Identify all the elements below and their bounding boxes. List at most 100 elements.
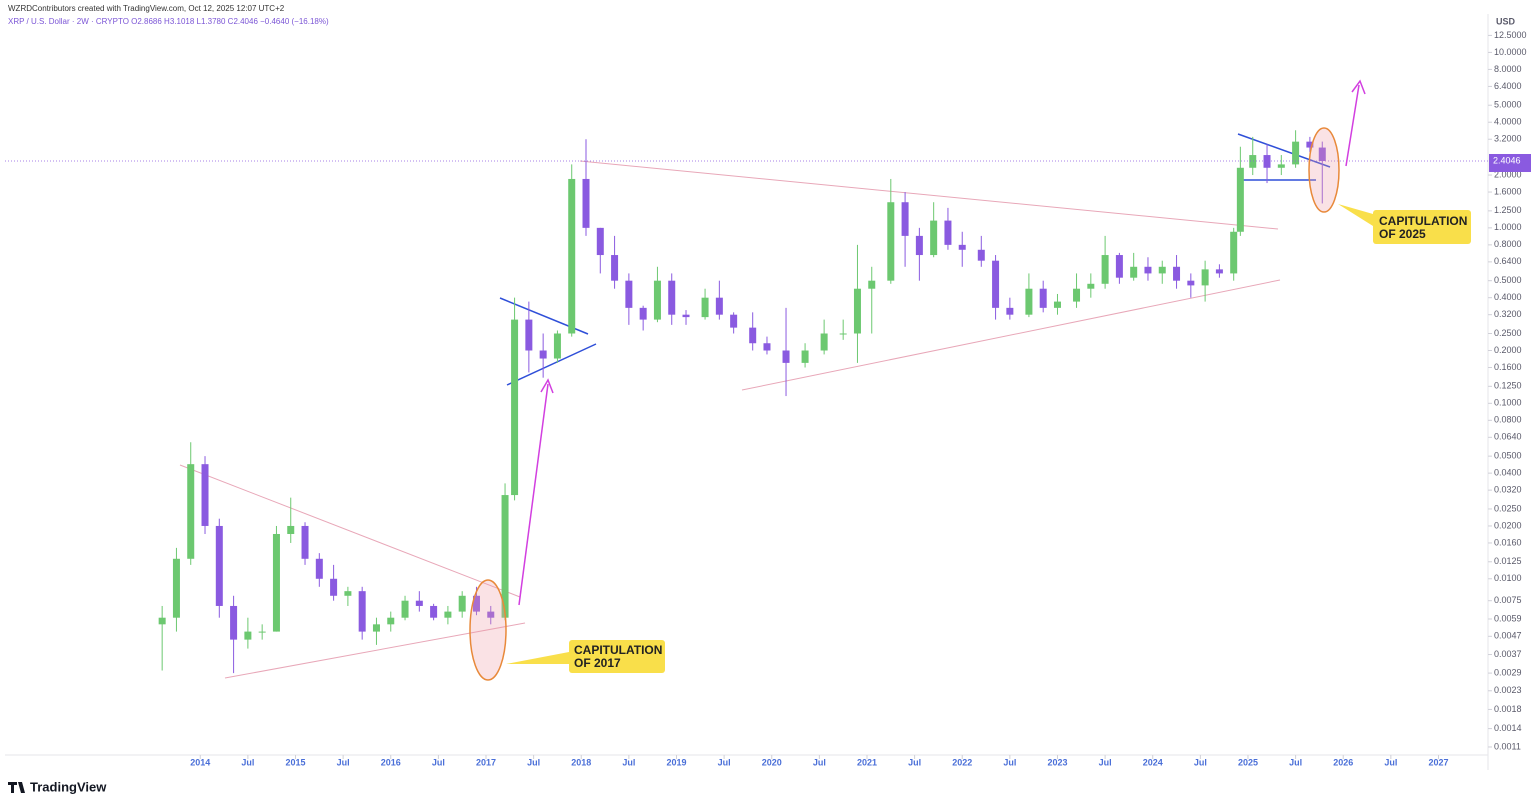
last-price-tag: [1489, 154, 1531, 173]
y-tick-label: 0.0320: [1494, 485, 1522, 495]
y-tick-label: 0.1250: [1494, 381, 1522, 391]
candle-body: [1292, 141, 1300, 165]
x-tick-label: Jul: [1289, 757, 1302, 767]
candle-body: [801, 350, 809, 363]
candle-body: [839, 333, 847, 335]
candle-body: [387, 617, 395, 625]
candle-body: [596, 227, 604, 256]
y-tick-label: 0.1600: [1494, 362, 1522, 372]
candle-body: [901, 202, 909, 236]
candle-body: [525, 319, 533, 351]
x-tick-label: 2016: [381, 757, 401, 767]
candle-body: [1006, 307, 1014, 315]
x-tick-label: Jul: [718, 757, 731, 767]
y-tick-label: 0.0059: [1494, 613, 1522, 623]
triangle-line: [1237, 133, 1331, 168]
candle-body: [668, 280, 676, 315]
candle-body: [930, 220, 938, 256]
candle-body: [415, 600, 423, 606]
candle-body: [958, 244, 966, 250]
candle-body: [682, 314, 690, 318]
y-tick-label: 0.0400: [1494, 468, 1522, 478]
arrow-head: [540, 378, 554, 394]
x-tick-label: 2019: [666, 757, 686, 767]
candle-body: [1158, 266, 1166, 274]
candle-body: [1115, 255, 1123, 278]
candle-body: [763, 343, 771, 351]
candle-body: [1101, 255, 1109, 284]
y-tick-label: 0.0100: [1494, 573, 1522, 583]
y-tick-label: 1.0000: [1494, 222, 1522, 232]
y-tick-label: 0.0250: [1494, 503, 1522, 513]
y-tick-label: 0.0800: [1494, 415, 1522, 425]
candle-body: [639, 307, 647, 320]
candle-body: [977, 249, 985, 261]
candle-body: [887, 202, 895, 281]
candle-body: [868, 280, 876, 289]
x-tick-label: Jul: [432, 757, 445, 767]
candle-body: [315, 558, 323, 579]
x-tick-label: Jul: [1099, 757, 1112, 767]
candle-body: [258, 631, 266, 633]
trend-line: [741, 279, 1281, 391]
callout-pointer: [1338, 204, 1373, 226]
candle-body: [1263, 155, 1271, 168]
x-tick-label: Jul: [1003, 757, 1016, 767]
callout-text: OF 2025: [1379, 227, 1426, 241]
candle-body: [444, 611, 452, 618]
x-tick-label: 2023: [1047, 757, 1067, 767]
candle-body: [1201, 269, 1209, 286]
annotations: CAPITULATION OF 2017 CAPITULATION OF 202…: [469, 79, 1471, 681]
candle-body: [287, 525, 295, 534]
y-tick-label: 10.0000: [1494, 47, 1527, 57]
x-tick-label: Jul: [1384, 757, 1397, 767]
y-tick-label: 0.2000: [1494, 345, 1522, 355]
y-tick-label: 0.2500: [1494, 328, 1522, 338]
y-tick-label: 0.0037: [1494, 649, 1522, 659]
candle-body: [944, 220, 952, 245]
candle-body: [820, 333, 828, 351]
candle-body: [653, 280, 661, 320]
axis-unit: USD: [1496, 16, 1516, 26]
y-tick-label: 4.0000: [1494, 117, 1522, 127]
candle-body: [511, 319, 519, 496]
trend-line: [579, 160, 1279, 230]
y-tick-label: 5.0000: [1494, 100, 1522, 110]
candle-body: [992, 260, 1000, 308]
candle-body: [730, 314, 738, 328]
candle-body: [358, 591, 366, 632]
candle-body: [272, 533, 280, 632]
candle-body: [915, 235, 923, 256]
candle-body: [625, 280, 633, 308]
arrow: [518, 383, 549, 606]
header-title: WZRDContributors created with TradingVie…: [8, 4, 285, 13]
y-tick-label: 0.0500: [1494, 451, 1522, 461]
candle-body: [1230, 231, 1238, 274]
candle-body: [244, 631, 252, 640]
candle-body: [487, 611, 495, 618]
plot-area: [5, 130, 1488, 679]
trend-line: [179, 464, 521, 598]
arrow-head: [1351, 79, 1366, 95]
x-tick-label: 2015: [285, 757, 305, 767]
symbol-legend: XRP / U.S. Dollar · 2W · CRYPTO O2.8686 …: [8, 17, 329, 26]
candle-body: [1130, 266, 1138, 278]
candle-body: [430, 605, 438, 618]
candle-body: [1277, 164, 1285, 168]
x-tick-label: Jul: [813, 757, 826, 767]
y-tick-label: 0.0075: [1494, 595, 1522, 605]
candle-body: [158, 617, 166, 625]
candle-body: [1236, 167, 1244, 232]
candle-body: [1173, 266, 1181, 281]
y-tick-label: 0.0047: [1494, 631, 1522, 641]
brand-name: TradingView: [30, 779, 107, 794]
x-tick-label: 2014: [190, 757, 210, 767]
y-tick-label: 2.0000: [1494, 169, 1522, 179]
candle-body: [1318, 147, 1326, 162]
x-tick-label: Jul: [908, 757, 921, 767]
callout-text: CAPITULATION: [574, 643, 662, 657]
candle-body: [1053, 301, 1061, 308]
brand: TradingView: [8, 779, 107, 794]
